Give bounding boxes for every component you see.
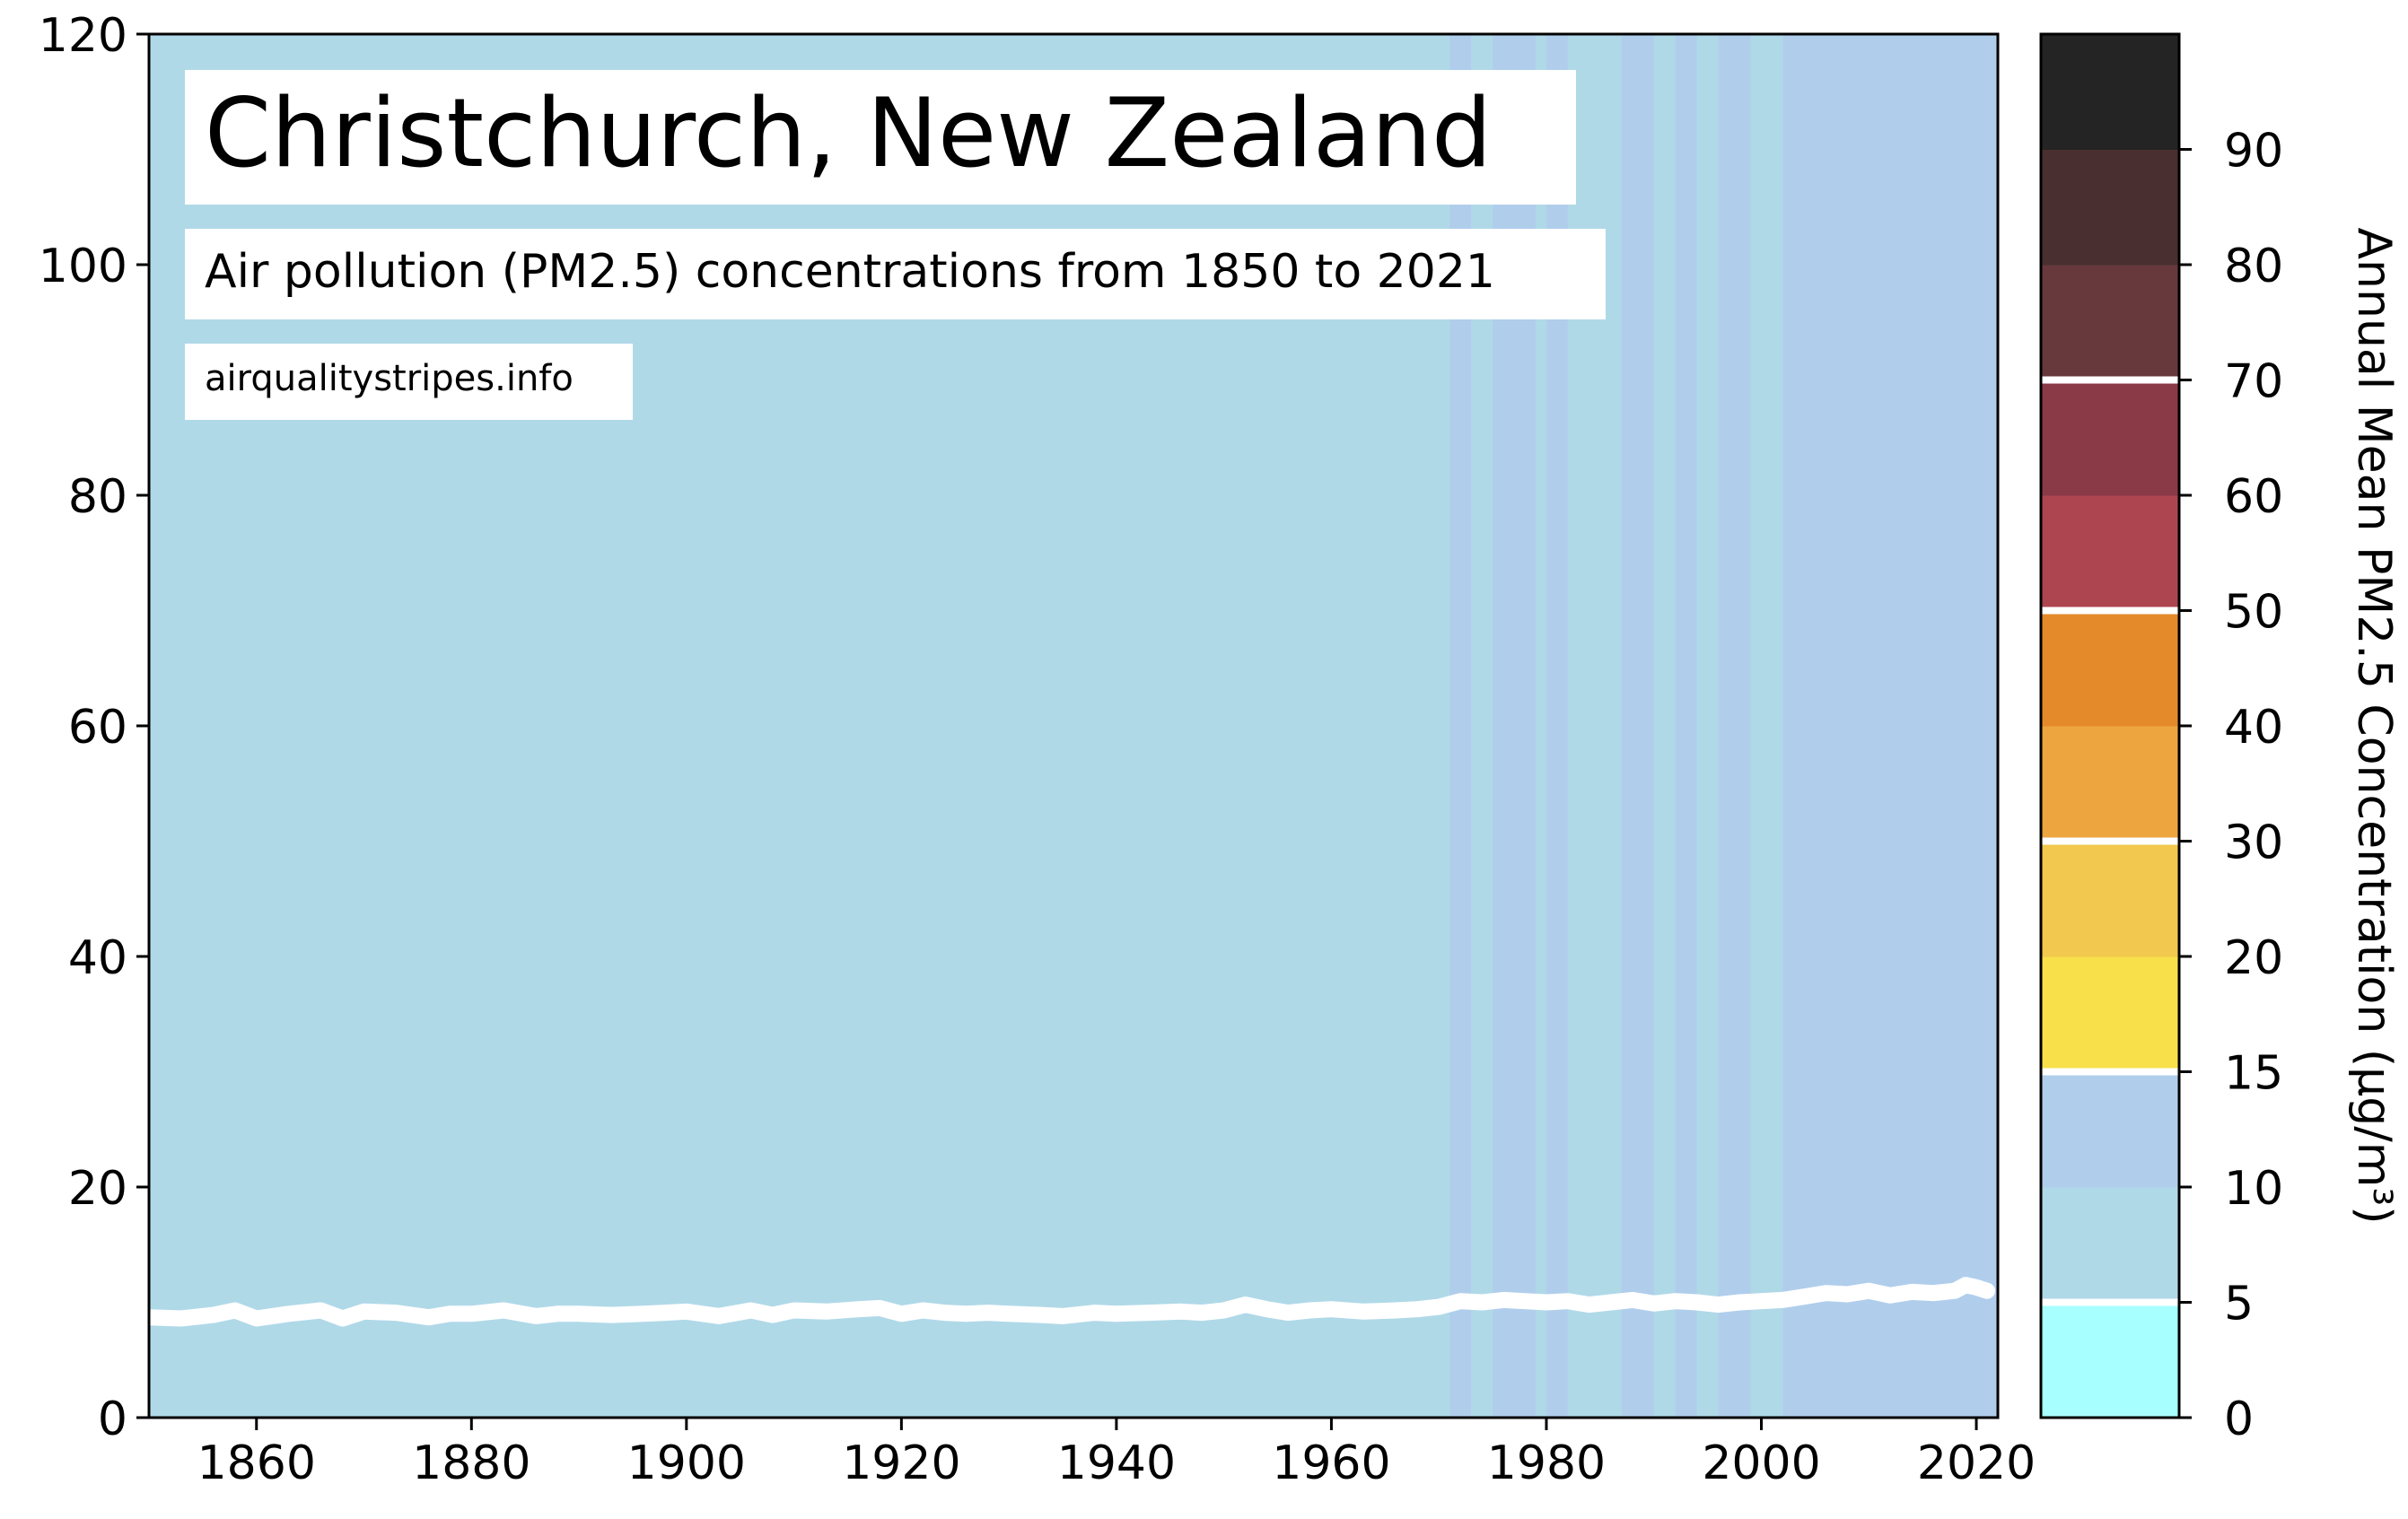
- x-tick-label: 1860: [197, 1436, 316, 1490]
- colorbar-tick-label: 80: [2224, 240, 2283, 293]
- pm25-line-layer: [141, 1277, 1995, 1327]
- stripe-1979: [1536, 34, 1547, 1418]
- colorbar-band-15-20: [2041, 956, 2179, 1072]
- colorbar: [2041, 34, 2179, 1419]
- colorbar-ticks: 0 5 10 15 20 30 40 50 60 70 80 90: [2179, 125, 2283, 1446]
- x-tick-label: 1960: [1272, 1436, 1390, 1490]
- colorbar-tick-label: 50: [2224, 586, 2283, 640]
- colorbar-band-30-40: [2041, 726, 2179, 842]
- colorbar-band-5-10: [2041, 1187, 2179, 1303]
- chart-title: Christchurch, New Zealand: [205, 78, 1492, 188]
- colorbar-band-80-90: [2041, 149, 2179, 266]
- colorbar-tick-label: 90: [2224, 125, 2283, 179]
- stripe-1994: [1696, 34, 1720, 1418]
- y-tick-label: 100: [39, 240, 127, 293]
- colorbar-band-60-70: [2041, 380, 2179, 496]
- stripe-1996: [1718, 34, 1752, 1418]
- colorbar-band-70-80: [2041, 265, 2179, 380]
- y-tick-label: 120: [39, 9, 127, 63]
- source-box: [185, 344, 633, 420]
- x-tick-label: 2020: [1917, 1436, 2036, 1490]
- colorbar-tick-label: 0: [2224, 1392, 2254, 1446]
- colorbar-label: Annual Mean PM2.5 Concentration (μg/m³): [2347, 227, 2401, 1224]
- colorbar-tick-label: 10: [2224, 1162, 2283, 1216]
- subtitle-box: [185, 229, 1606, 319]
- colorbar-tick-label: 30: [2224, 816, 2283, 870]
- colorbar-tick-label: 15: [2224, 1047, 2283, 1101]
- x-tick-label: 1880: [412, 1436, 530, 1490]
- colorbar-band-0-5: [2041, 1302, 2179, 1419]
- y-tick-label: 20: [68, 1162, 127, 1216]
- colorbar-separators: [2041, 376, 2179, 1306]
- stripe-2002: [1782, 34, 1999, 1418]
- colorbar-tick-label: 40: [2224, 701, 2283, 755]
- y-tick-label: 60: [68, 701, 127, 755]
- colorbar-band-20-30: [2041, 841, 2179, 957]
- y-axis: 0 20 40 60 80 100 120: [39, 9, 149, 1446]
- source-link[interactable]: airqualitystripes.info: [205, 358, 574, 399]
- colorbar-band-10-15: [2041, 1071, 2179, 1188]
- colorbar-tick-label: 5: [2224, 1278, 2254, 1331]
- x-tick-label: 1940: [1057, 1436, 1176, 1490]
- chart-subtitle: Air pollution (PM2.5) concentrations fro…: [205, 245, 1495, 299]
- colorbar-band-50-60: [2041, 495, 2179, 611]
- y-tick-label: 0: [98, 1392, 127, 1446]
- stripe-1990: [1653, 34, 1677, 1418]
- stripe-1999: [1750, 34, 1783, 1418]
- pm25-series-line: [141, 1277, 1995, 1327]
- stripe-1987: [1621, 34, 1655, 1418]
- x-tick-label: 2000: [1702, 1436, 1820, 1490]
- colorbar-band-90-100: [2041, 34, 2179, 150]
- colorbar-tick-label: 20: [2224, 931, 2283, 985]
- colorbar-tick-label: 70: [2224, 355, 2283, 409]
- y-tick-label: 40: [68, 931, 127, 985]
- x-tick-label: 1900: [627, 1436, 746, 1490]
- x-tick-label: 1980: [1487, 1436, 1606, 1490]
- y-tick-label: 80: [68, 470, 127, 524]
- colorbar-band-40-50: [2041, 610, 2179, 727]
- stripe-1992: [1675, 34, 1698, 1418]
- x-tick-label: 1920: [842, 1436, 960, 1490]
- colorbar-tick-label: 60: [2224, 470, 2283, 524]
- title-box: [185, 70, 1576, 205]
- x-axis: 1860 1880 1900 1920 1940 1960 1980 2000 2020: [197, 1418, 2036, 1490]
